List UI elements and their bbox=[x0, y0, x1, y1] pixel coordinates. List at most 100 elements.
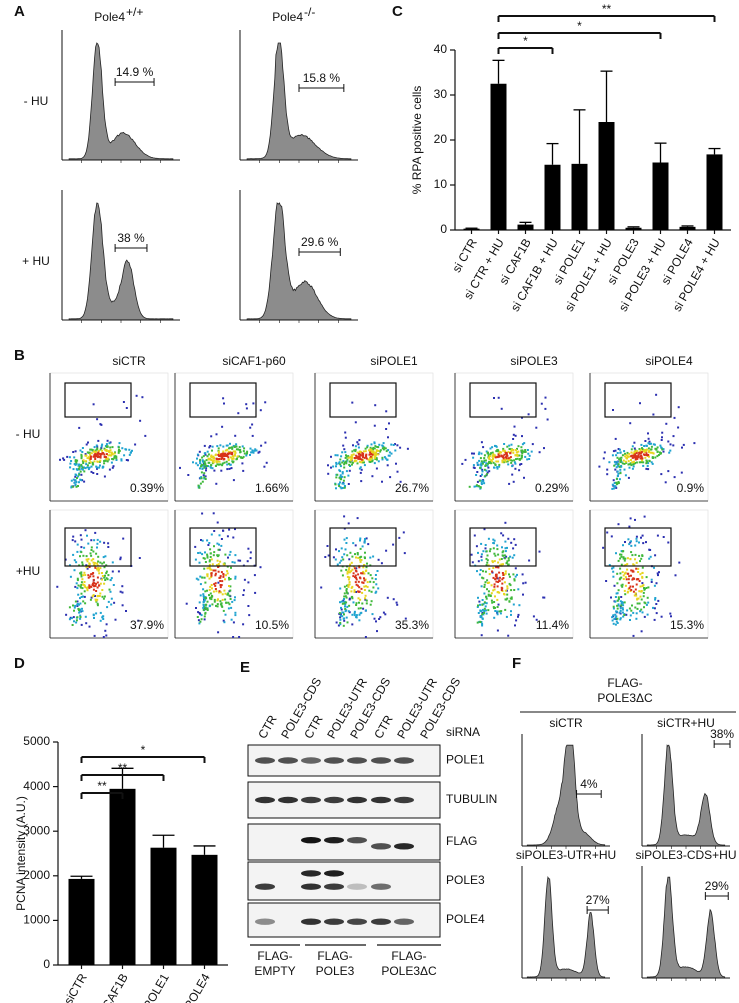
cell-dot bbox=[632, 611, 635, 614]
cell-dot bbox=[377, 558, 380, 561]
cell-dot bbox=[496, 544, 499, 547]
cell-dot bbox=[84, 586, 87, 589]
cell-dot bbox=[647, 601, 650, 604]
bar bbox=[706, 154, 723, 230]
cell-dot bbox=[356, 584, 359, 587]
cell-dot bbox=[96, 602, 99, 605]
cell-dot bbox=[477, 560, 480, 563]
cell-dot bbox=[74, 600, 77, 603]
cell-dot bbox=[634, 592, 637, 595]
cell-dot bbox=[498, 591, 501, 594]
cell-dot bbox=[693, 442, 696, 445]
cell-dot bbox=[669, 612, 672, 615]
cell-dot bbox=[498, 465, 501, 468]
cell-dot bbox=[79, 614, 82, 617]
cell-dot bbox=[72, 451, 75, 453]
cell-dot bbox=[96, 586, 99, 589]
cell-dot bbox=[89, 461, 92, 464]
cell-dot bbox=[338, 612, 341, 615]
cell-dot bbox=[507, 537, 510, 540]
cell-dot bbox=[617, 474, 619, 477]
cell-dot bbox=[195, 607, 197, 609]
cell-dot bbox=[121, 585, 124, 588]
cell-dot bbox=[72, 535, 75, 538]
cell-dot bbox=[479, 486, 482, 489]
cell-dot bbox=[108, 588, 111, 591]
cell-dot bbox=[661, 431, 664, 434]
cell-dot bbox=[345, 616, 348, 619]
cell-dot bbox=[501, 578, 504, 581]
cell-dot bbox=[359, 547, 362, 550]
cell-dot bbox=[81, 447, 84, 449]
cell-dot bbox=[343, 595, 346, 598]
cell-dot bbox=[631, 554, 634, 557]
blot bbox=[247, 823, 441, 861]
cell-dot bbox=[242, 623, 245, 626]
cell-dot bbox=[198, 450, 201, 453]
cell-dot bbox=[481, 462, 484, 465]
cell-dot bbox=[635, 455, 638, 458]
gate-percentage: 1.66% bbox=[255, 481, 289, 495]
cell-dot bbox=[514, 454, 517, 457]
cell-dot bbox=[234, 554, 237, 557]
cell-dot bbox=[522, 593, 524, 596]
cell-dot bbox=[94, 595, 96, 597]
cell-dot bbox=[626, 590, 629, 593]
cell-dot bbox=[220, 602, 223, 605]
cell-dot bbox=[334, 483, 337, 486]
cell-dot bbox=[486, 579, 489, 582]
cell-dot bbox=[382, 448, 385, 451]
bar bbox=[679, 226, 696, 230]
cell-dot bbox=[498, 452, 501, 455]
cell-dot bbox=[110, 453, 113, 455]
cell-dot bbox=[355, 459, 358, 462]
cell-dot bbox=[207, 465, 210, 468]
gate-percentage: 0.9% bbox=[677, 481, 705, 495]
y-tick-label: 20 bbox=[434, 132, 448, 146]
cell-dot bbox=[237, 448, 239, 451]
cell-dot bbox=[215, 433, 218, 436]
cell-dot bbox=[506, 593, 509, 596]
cell-dot bbox=[209, 596, 211, 599]
cell-dot bbox=[342, 460, 345, 463]
cell-dot bbox=[98, 595, 101, 597]
cell-dot bbox=[337, 462, 340, 465]
blot-band bbox=[371, 757, 391, 764]
cell-dot bbox=[103, 595, 106, 598]
cell-dot bbox=[468, 485, 471, 488]
cell-dot bbox=[509, 452, 512, 455]
cell-dot bbox=[355, 616, 358, 618]
cell-dot bbox=[105, 453, 108, 456]
cell-dot bbox=[484, 605, 487, 608]
cell-dot bbox=[228, 447, 230, 450]
cell-dot bbox=[485, 612, 488, 615]
cell-dot bbox=[375, 457, 378, 460]
cell-dot bbox=[515, 451, 518, 454]
cell-dot bbox=[476, 480, 479, 483]
cell-dot bbox=[364, 551, 366, 554]
cell-dot bbox=[357, 607, 360, 610]
cell-dot bbox=[647, 447, 650, 450]
cell-dot bbox=[483, 607, 486, 610]
cell-dot bbox=[361, 602, 364, 605]
cell-dot bbox=[341, 574, 344, 577]
cell-dot bbox=[488, 455, 491, 458]
cell-dot bbox=[381, 447, 384, 450]
cell-dot bbox=[615, 552, 617, 555]
cell-dot bbox=[81, 587, 84, 590]
cell-dot bbox=[241, 445, 244, 448]
cell-dot bbox=[370, 453, 373, 455]
cell-dot bbox=[227, 458, 230, 461]
cell-dot bbox=[99, 592, 102, 595]
cell-dot bbox=[352, 453, 355, 456]
cell-dot bbox=[493, 601, 496, 603]
cell-dot bbox=[357, 597, 360, 600]
cell-dot bbox=[93, 539, 96, 542]
cell-dot bbox=[649, 448, 652, 451]
cell-dot bbox=[343, 601, 346, 604]
cell-dot bbox=[396, 444, 399, 447]
cell-dot bbox=[479, 475, 482, 477]
cell-dot bbox=[482, 613, 485, 616]
cell-dot bbox=[619, 472, 622, 475]
cell-dot bbox=[99, 582, 102, 585]
